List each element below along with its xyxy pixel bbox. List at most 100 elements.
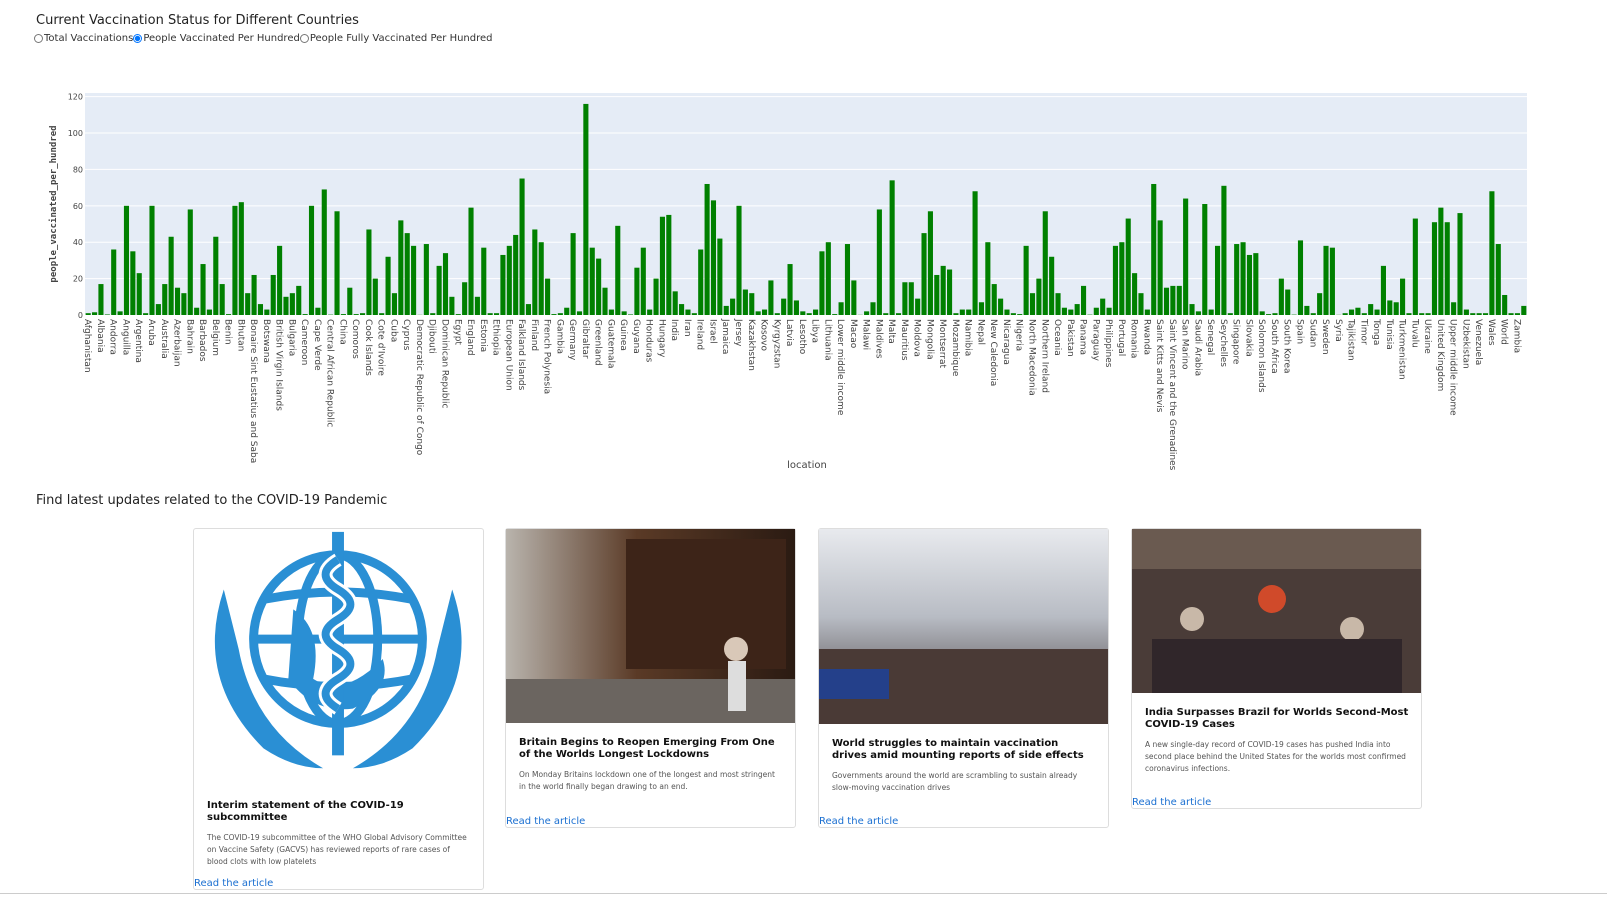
- bar: [372, 278, 378, 315]
- x-tick-label: Spain: [1294, 319, 1304, 344]
- bar: [608, 309, 614, 315]
- x-tick-label: Central African Republic: [325, 319, 335, 427]
- radio[interactable]: [34, 34, 43, 43]
- bar: [474, 296, 480, 315]
- bar: [666, 214, 672, 315]
- bar: [704, 183, 710, 315]
- x-tick-label: Cape Verde: [312, 319, 322, 371]
- bar: [1495, 244, 1501, 315]
- card-link[interactable]: Read the article: [1132, 797, 1212, 808]
- x-tick-label: Kosovo: [759, 319, 769, 351]
- bar: [506, 245, 512, 315]
- bar: [1132, 273, 1138, 315]
- x-tick-label: Guyana: [631, 319, 641, 354]
- bar: [1406, 313, 1412, 315]
- bar: [219, 284, 225, 315]
- y-tick-label: 60: [73, 202, 83, 211]
- x-tick-label: Malawi: [861, 319, 871, 350]
- bar: [525, 304, 531, 315]
- x-tick-label: World: [1499, 319, 1509, 345]
- bar: [468, 207, 474, 315]
- bar: [462, 282, 468, 315]
- bar: [1470, 313, 1476, 315]
- bar: [806, 313, 812, 315]
- radio[interactable]: [133, 34, 143, 43]
- bar: [111, 249, 117, 315]
- x-tick-label: Australia: [159, 319, 169, 359]
- bar: [1151, 183, 1157, 315]
- card-description: Governments around the world are scrambl…: [832, 771, 1078, 792]
- card-title: World struggles to maintain vaccination …: [832, 738, 1084, 761]
- x-tick-label: South Korea: [1282, 319, 1292, 374]
- bar: [934, 274, 940, 315]
- radio[interactable]: [299, 34, 309, 43]
- x-tick-label: Senegal: [1205, 319, 1215, 355]
- bar: [844, 244, 851, 315]
- x-tick-label: Kazakhstan: [746, 319, 756, 371]
- x-tick-label: Egypt: [452, 319, 462, 345]
- x-tick-label: San Marino: [1180, 319, 1190, 370]
- bar: [1125, 218, 1131, 315]
- x-tick-label: Northern Ireland: [1039, 319, 1049, 393]
- card-link[interactable]: Read the article: [819, 816, 899, 827]
- x-tick-label: China: [337, 319, 347, 345]
- x-tick-label: Sudan: [1307, 319, 1317, 347]
- bar: [347, 287, 353, 315]
- bar: [723, 305, 729, 315]
- bar: [238, 202, 244, 315]
- x-tick-label: Seychelles: [1218, 319, 1228, 367]
- x-tick-label: Cyprus: [401, 319, 411, 351]
- bar: [947, 269, 953, 315]
- bar: [98, 284, 104, 315]
- x-tick-label: Singapore: [1231, 319, 1241, 365]
- radio-option[interactable]: People Fully Vaccinated Per Hundred: [299, 33, 493, 44]
- bar: [1317, 293, 1323, 315]
- bar: [659, 216, 665, 315]
- bar: [876, 209, 882, 315]
- x-tick-label: Guatemala: [605, 319, 615, 369]
- bar: [1081, 285, 1087, 315]
- x-tick-label: Belgium: [210, 319, 220, 356]
- bar: [174, 287, 181, 315]
- x-tick-label: Argentina: [133, 319, 143, 363]
- card-link[interactable]: Read the article: [194, 878, 274, 889]
- radio-option[interactable]: People Vaccinated Per Hundred: [133, 33, 300, 44]
- x-tick-label: Lower middle income: [835, 319, 845, 416]
- bar: [449, 296, 455, 315]
- bar: [1457, 213, 1463, 315]
- bar: [493, 313, 500, 315]
- bar: [143, 313, 149, 315]
- radio-label: Total Vaccinations: [44, 33, 134, 44]
- bar: [851, 280, 857, 315]
- x-tick-label: Bahrain: [184, 319, 194, 354]
- x-tick-label: Panama: [1078, 319, 1088, 355]
- bar: [532, 229, 538, 315]
- bar: [155, 304, 161, 315]
- bar: [940, 265, 946, 315]
- x-tick-label: Greenland: [593, 319, 603, 366]
- bar: [1221, 185, 1227, 315]
- bar: [545, 278, 551, 315]
- bar: [1138, 293, 1144, 315]
- x-tick-label: Hungary: [656, 319, 666, 358]
- bar: [730, 298, 736, 315]
- bar: [966, 309, 972, 315]
- bar: [200, 264, 206, 315]
- bar: [959, 309, 965, 315]
- bar: [1240, 242, 1246, 315]
- x-tick-label: Bonaire Sint Eustatius and Saba: [248, 319, 258, 463]
- y-tick-label: 40: [73, 238, 83, 247]
- card-title: Britain Begins to Reopen Emerging From O…: [519, 737, 775, 760]
- bar: [1227, 313, 1233, 315]
- bar: [653, 278, 659, 315]
- card-link[interactable]: Read the article: [506, 816, 586, 827]
- bar: [1029, 293, 1036, 315]
- news-image: [1132, 529, 1421, 693]
- radio-option[interactable]: Total Vaccinations: [34, 33, 133, 44]
- x-tick-label: Finland: [529, 319, 539, 351]
- bar: [264, 309, 270, 315]
- bar: [825, 242, 831, 315]
- bar: [500, 254, 506, 315]
- bar: [123, 205, 130, 315]
- bar: [583, 103, 589, 315]
